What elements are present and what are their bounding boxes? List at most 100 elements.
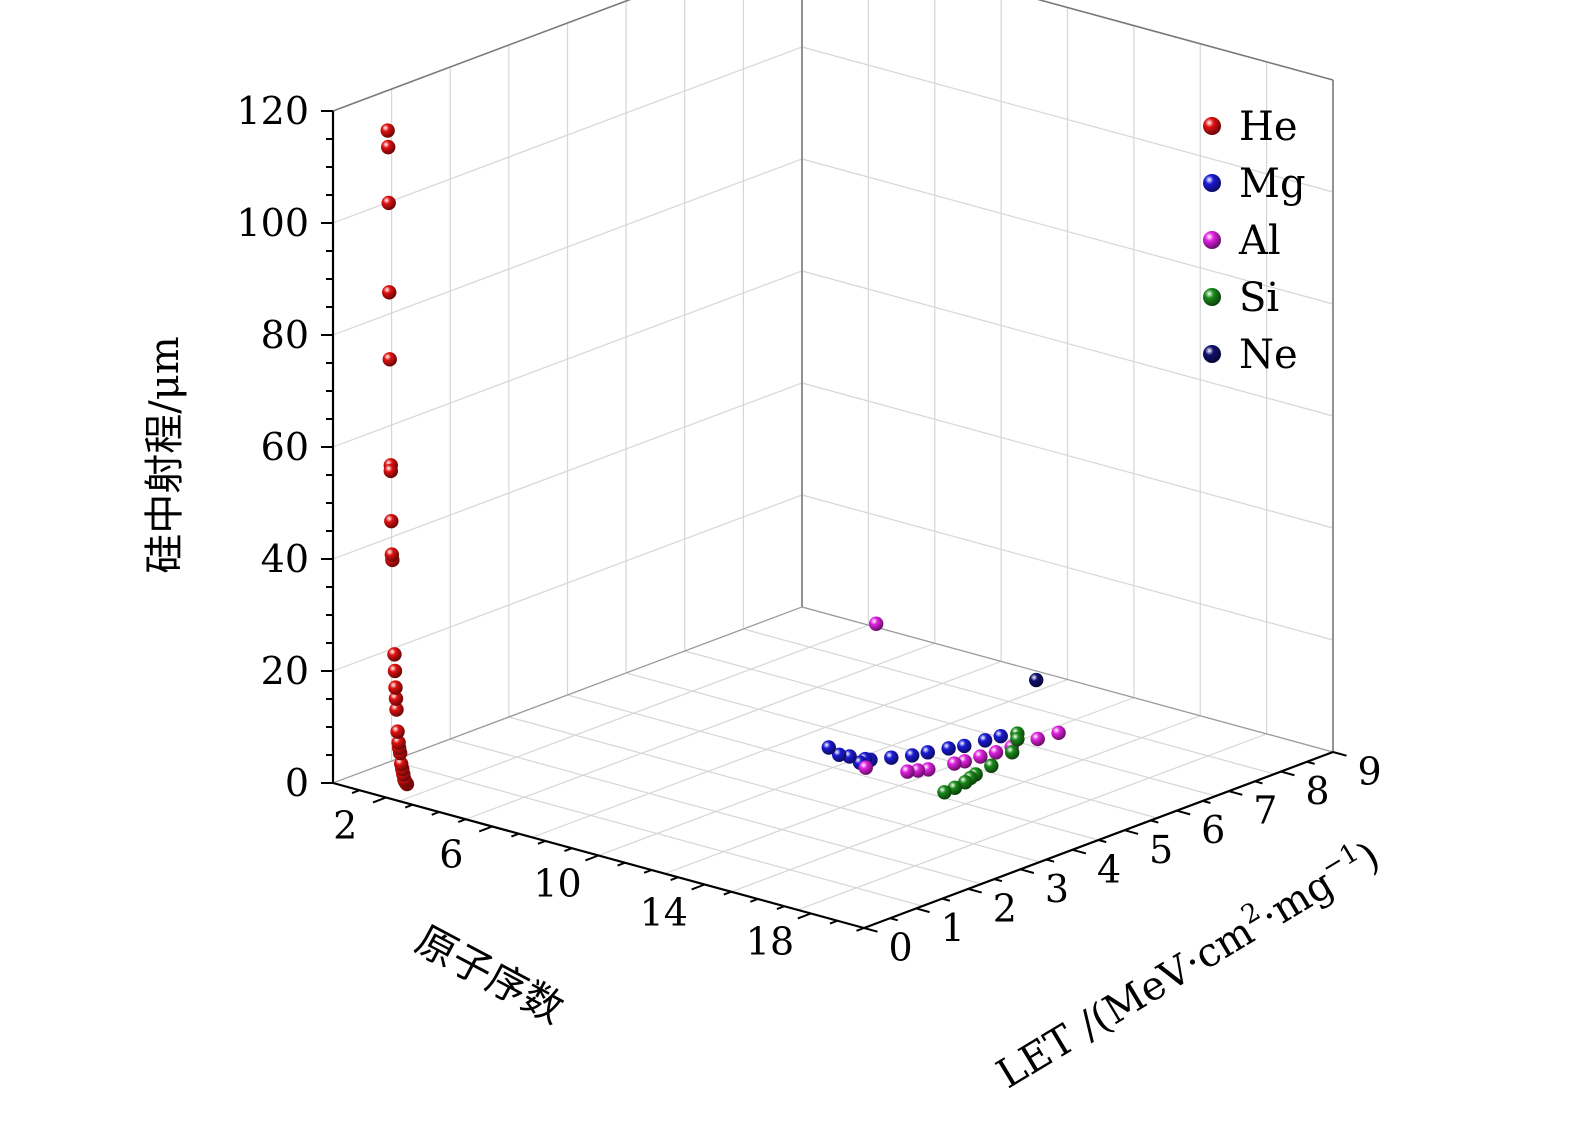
point-al [1051,725,1066,741]
wall-grid-line [332,270,803,448]
point-mg [904,748,920,763]
x-tick [478,825,493,833]
y-tick-label: 9 [1357,750,1381,794]
point-al [921,762,936,777]
frame-edge [332,606,803,784]
point-he [383,463,398,479]
legend-label: He [1239,104,1298,150]
y-tick-label: 3 [1045,867,1069,911]
y-tick-label: 5 [1149,828,1173,872]
axis-frame [331,0,1334,930]
x-tick [457,818,467,823]
point-he [388,680,403,695]
z-axis-title: 硅中射程/μm [142,336,188,573]
point-mg [957,738,972,754]
wall-grid-line [332,494,803,672]
z-tick-label: 40 [261,537,309,581]
floor-grid-line [391,760,923,907]
wall-grid-line [801,382,1334,529]
x-tick-label: 14 [640,890,688,934]
point-al [858,760,873,775]
point-he [384,513,399,529]
y-tick [863,927,878,933]
x-axis-title: 原子序数 [408,917,571,1033]
point-he [390,724,405,739]
point-he [387,663,403,679]
legend-label: Si [1239,275,1279,321]
x-tick [585,854,599,862]
data-points [380,123,1066,800]
y-tick [1202,799,1211,804]
point-mg [993,728,1008,744]
x-tick [643,869,652,874]
x-tick [404,803,414,809]
x-tick-label: 10 [533,861,581,905]
x-tick [723,890,732,896]
legend-label: Mg [1239,161,1306,207]
floor-grid-line [684,650,1216,797]
point-mg [821,740,836,755]
point-he [387,647,402,662]
x-tick [776,905,785,910]
legend-marker [1203,117,1221,135]
y-tick [967,887,982,894]
y-tick [1124,829,1139,835]
x-tick [351,789,360,794]
legend-item-ne: Ne [1203,332,1298,378]
legend-marker [1203,345,1221,363]
point-mg [977,733,993,748]
y-tick-label: 6 [1201,808,1225,852]
point-he [388,691,404,706]
x-tick-label: 18 [746,919,794,963]
y-tick [1098,839,1107,844]
point-al [988,745,1004,760]
point-mg [941,741,956,756]
point-al [900,764,915,779]
x-tick [564,847,573,852]
point-he [394,756,409,772]
point-mg [832,747,847,762]
point-he [380,139,396,155]
point-he [380,123,395,138]
x-tick [670,876,679,881]
legend-item-si: Si [1203,275,1279,321]
y-tick [1306,760,1315,765]
y-tick [941,897,951,902]
wall-grid-line [332,382,803,560]
floor-grid-line [450,738,982,885]
legend-marker [1203,231,1221,249]
x-tick [691,883,706,891]
legend: He Mg Al Si Ne [1203,104,1306,378]
grid [332,0,1334,929]
y-tick-label: 0 [888,926,912,970]
point-mg [884,750,899,765]
z-tick-label: 20 [261,649,309,693]
y-tick-label: 1 [941,906,965,950]
floor-grid-line [625,672,1158,819]
point-ne [1029,672,1044,688]
x-tick [372,796,387,804]
floor-grid-line [508,716,1041,863]
x-tick [431,811,440,816]
point-he [382,352,397,367]
point-mg [920,745,935,760]
point-al [868,616,884,631]
y-tick [915,907,930,914]
legend-item-mg: Mg [1203,161,1306,207]
point-he [384,547,400,562]
point-he [391,735,406,750]
wall-grid-line [801,270,1334,417]
y-tick [1254,780,1263,785]
x-tick [797,912,812,920]
legend-item-al: Al [1203,218,1281,264]
frame-edge [801,606,1334,753]
wall-grid-line [801,494,1334,641]
point-si [1010,731,1025,747]
x-tick [537,840,546,845]
x-tick-label: 2 [333,803,357,847]
y-tick-label: 7 [1253,789,1277,833]
y-tick [1046,858,1055,863]
y-tick [1150,819,1159,824]
